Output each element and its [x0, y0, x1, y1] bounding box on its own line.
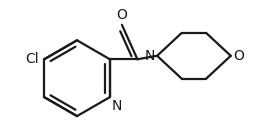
Text: Cl: Cl [26, 52, 39, 66]
Text: O: O [233, 49, 244, 63]
Text: N: N [111, 99, 122, 113]
Text: O: O [117, 8, 127, 22]
Text: N: N [144, 49, 155, 63]
